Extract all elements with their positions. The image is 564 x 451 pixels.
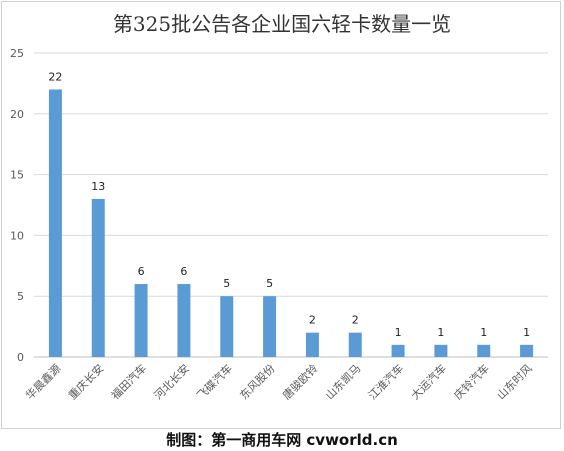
x-tick-label: 华晨鑫源 — [23, 361, 64, 402]
data-label: 2 — [352, 314, 359, 327]
bar — [391, 344, 405, 357]
x-tick-label: 唐骏欧铃 — [280, 361, 321, 402]
x-tick-label: 山东凯马 — [323, 362, 363, 402]
data-label: 5 — [223, 277, 230, 290]
x-tick-label: 重庆长安 — [65, 361, 106, 402]
bar-chart: 051015202522华晨鑫源13重庆长安6福田汽车6河北长安5飞碟汽车5东风… — [10, 47, 548, 402]
x-tick-label: 河北长安 — [151, 361, 192, 402]
bar — [434, 344, 448, 357]
x-tick-label: 山东时风 — [494, 362, 534, 402]
data-label: 22 — [48, 70, 62, 83]
bar — [220, 296, 234, 357]
credit-line: 制图：第一商用车网 cvworld.cn — [166, 431, 398, 449]
bar — [348, 332, 362, 357]
y-tick-label: 5 — [17, 290, 24, 303]
y-tick-label: 10 — [10, 229, 24, 242]
bar — [134, 284, 148, 357]
x-tick-label: 福田汽车 — [108, 361, 149, 402]
x-tick-label: 东风股份 — [237, 362, 277, 402]
bar — [263, 296, 277, 357]
data-label: 1 — [523, 326, 530, 339]
y-tick-label: 20 — [10, 108, 24, 121]
x-tick-label: 飞碟汽车 — [194, 361, 235, 402]
x-tick-label: 江淮汽车 — [365, 361, 406, 402]
data-label: 1 — [480, 326, 487, 339]
data-label: 1 — [395, 326, 402, 339]
x-tick-label: 大运汽车 — [408, 361, 449, 402]
bar — [305, 332, 319, 357]
data-label: 1 — [437, 326, 444, 339]
data-label: 13 — [91, 180, 105, 193]
data-label: 2 — [309, 314, 316, 327]
data-label: 6 — [180, 265, 187, 278]
bar — [48, 89, 62, 357]
y-tick-label: 0 — [17, 351, 24, 364]
bar — [177, 284, 191, 357]
bar — [91, 198, 105, 357]
data-label: 5 — [266, 277, 273, 290]
bar — [520, 344, 534, 357]
y-tick-label: 15 — [10, 169, 24, 182]
data-label: 6 — [138, 265, 145, 278]
y-tick-label: 25 — [10, 47, 24, 60]
bar — [477, 344, 491, 357]
x-tick-label: 庆铃汽车 — [451, 361, 492, 402]
chart-title: 第325批公告各企业国六轻卡数量一览 — [112, 12, 452, 36]
